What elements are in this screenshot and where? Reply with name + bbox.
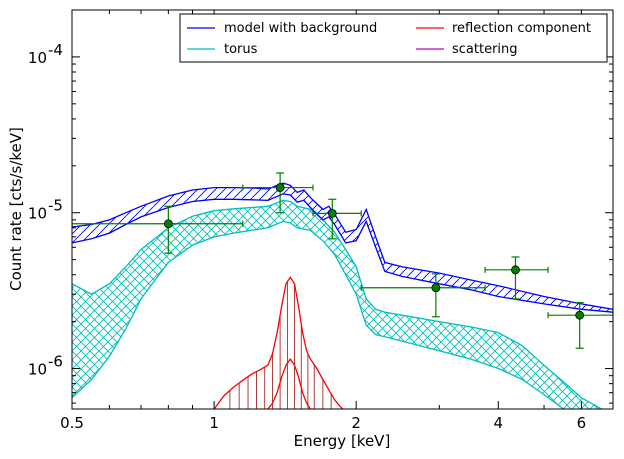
y-tick-label: 10 -6 bbox=[28, 353, 63, 379]
y-tick-exponent: -5 bbox=[48, 197, 63, 215]
x-tick-label: 0.5 bbox=[60, 414, 84, 432]
data-point-2 bbox=[242, 172, 314, 214]
legend: model with background reflection compone… bbox=[179, 13, 608, 63]
y-tick-label: 10 -5 bbox=[28, 197, 63, 223]
legend-label-torus: torus bbox=[224, 42, 258, 57]
y-tick-label: 10 -4 bbox=[28, 41, 63, 67]
data-point-4 bbox=[360, 273, 486, 318]
legend-label-reflection: reflection component bbox=[452, 21, 591, 36]
data-point-3 bbox=[312, 198, 362, 240]
legend-box bbox=[179, 13, 608, 63]
reflection-lower bbox=[267, 357, 311, 409]
axes-frame bbox=[71, 9, 614, 410]
data-marker bbox=[511, 265, 520, 275]
plot-area bbox=[72, 172, 613, 409]
data-point-1 bbox=[72, 205, 244, 254]
y-tick-base: 10 bbox=[28, 49, 47, 67]
data-marker bbox=[275, 183, 285, 192]
y-tick-base: 10 bbox=[28, 205, 47, 223]
band-lower-torus bbox=[72, 220, 565, 409]
band-upper-model-with-background bbox=[72, 182, 613, 310]
tick-labels: 0.5 1 2 4 610-610-510-4 bbox=[28, 41, 586, 432]
data-marker bbox=[327, 209, 337, 218]
y-tick-exponent: -4 bbox=[48, 41, 63, 59]
x-tick-label: 2 bbox=[351, 414, 361, 432]
data-points bbox=[72, 172, 613, 349]
y-tick-base: 10 bbox=[28, 361, 47, 379]
x-axis-label: Energy [keV] bbox=[294, 432, 391, 450]
data-marker bbox=[163, 219, 173, 229]
x-tick-label: 4 bbox=[494, 414, 504, 432]
reflection-upper bbox=[213, 276, 344, 409]
reflection-component bbox=[213, 276, 344, 409]
x-tick-label: 1 bbox=[209, 414, 219, 432]
data-point-5 bbox=[484, 256, 549, 300]
y-axis-label: Count rate [cts/s/keV] bbox=[7, 127, 25, 291]
legend-label-scattering: scattering bbox=[452, 42, 518, 57]
data-marker bbox=[431, 283, 441, 293]
data-point-6 bbox=[547, 301, 613, 349]
band-fill-torus bbox=[72, 200, 602, 409]
y-tick-exponent: -6 bbox=[48, 353, 63, 371]
data-marker bbox=[575, 310, 585, 320]
legend-label-model: model with background bbox=[224, 21, 377, 36]
x-tick-label: 6 bbox=[577, 414, 587, 432]
